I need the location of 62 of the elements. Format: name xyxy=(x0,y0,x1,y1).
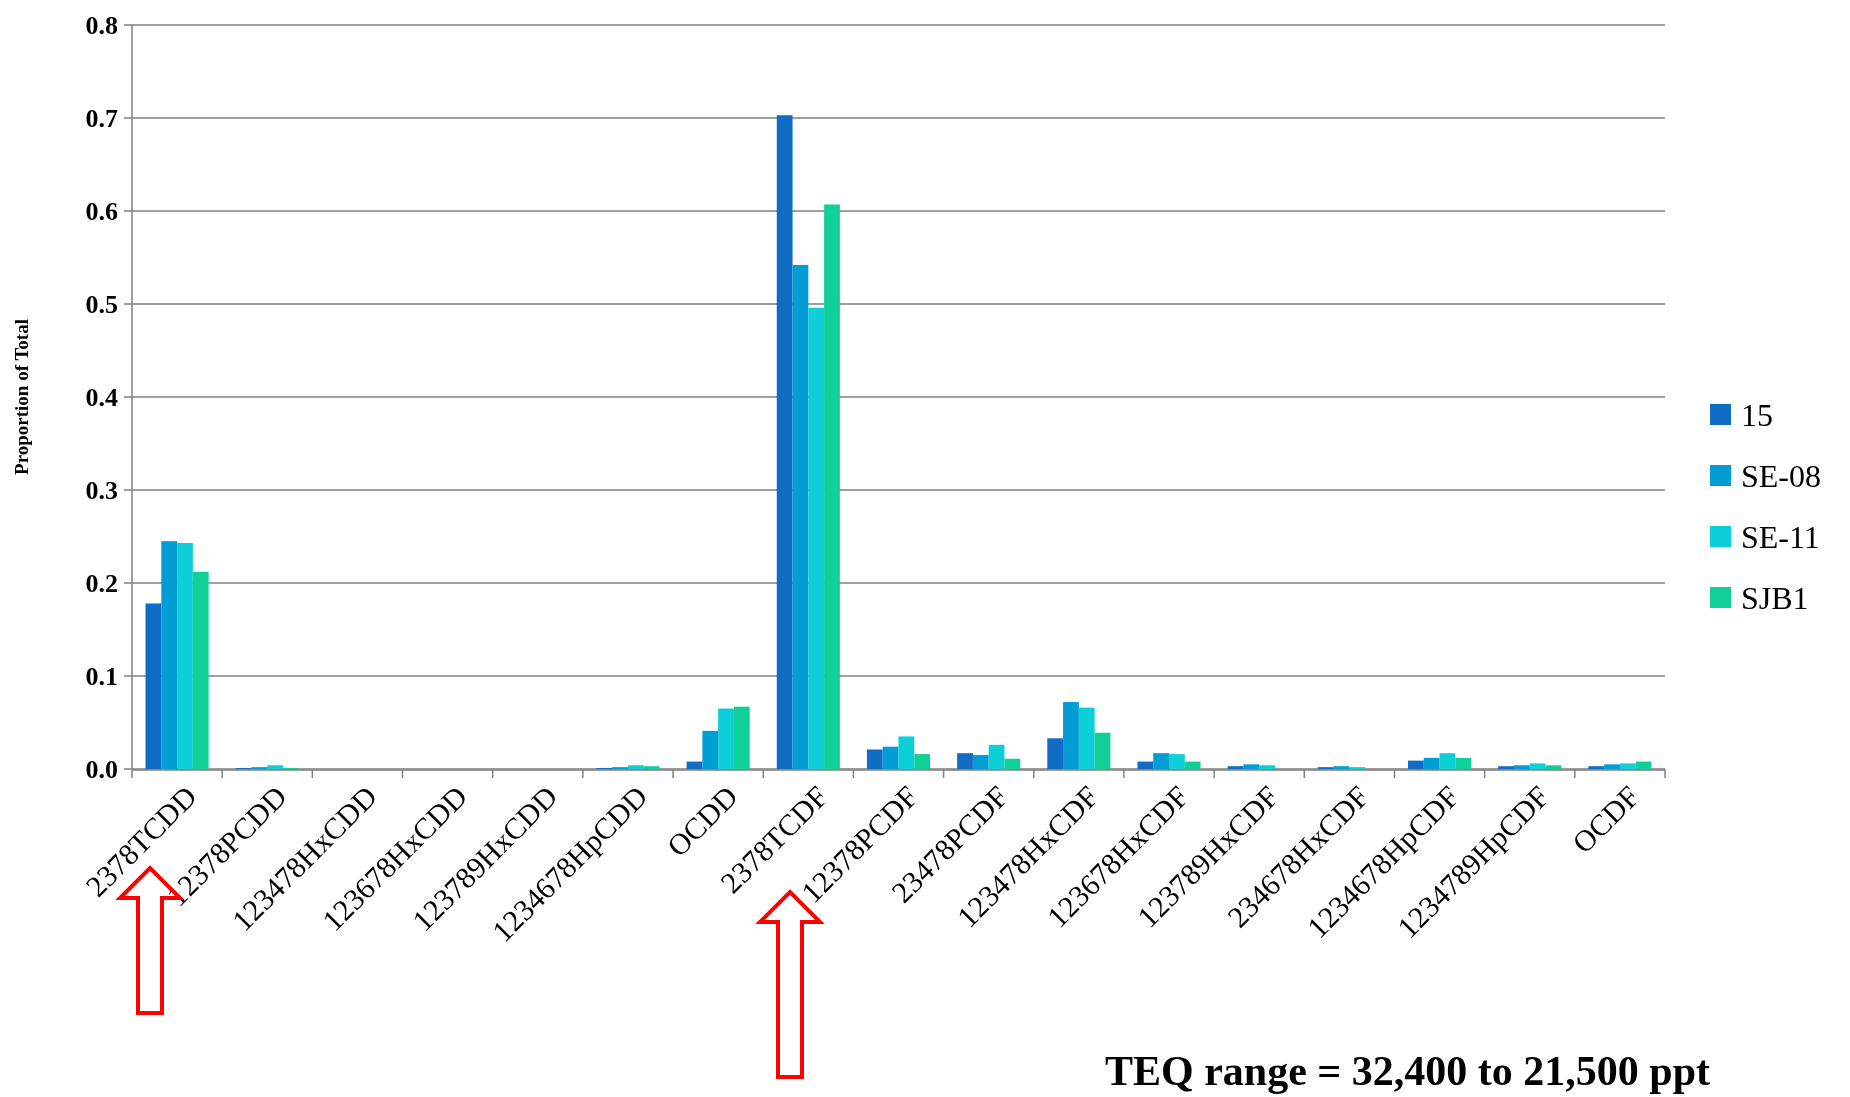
bar xyxy=(776,115,793,769)
bar xyxy=(866,749,883,769)
bar xyxy=(972,755,989,769)
bar xyxy=(1227,766,1244,769)
bar xyxy=(686,761,703,769)
bar xyxy=(718,708,734,769)
bar xyxy=(161,541,178,769)
bar xyxy=(1004,758,1021,769)
bar xyxy=(792,264,809,769)
bar xyxy=(1184,761,1201,769)
bar xyxy=(1619,763,1636,769)
bar xyxy=(1604,764,1620,769)
legend-label: SE-11 xyxy=(1741,519,1820,556)
bar xyxy=(898,736,915,769)
bar xyxy=(1259,765,1275,769)
bar xyxy=(1063,702,1079,769)
bar xyxy=(1423,757,1440,769)
bar xyxy=(1635,761,1652,769)
bar xyxy=(1333,766,1350,769)
bar xyxy=(1529,763,1546,769)
y-tick-label: 0.0 xyxy=(85,755,118,785)
bar xyxy=(145,603,162,769)
bar xyxy=(1545,765,1562,769)
bar xyxy=(1078,707,1095,769)
bar xyxy=(1094,732,1111,769)
legend-label: 15 xyxy=(1741,397,1773,434)
y-tick-label: 0.3 xyxy=(85,476,118,506)
bar xyxy=(267,765,284,769)
text: TEQ range = 32,400 to 21,500 ppt xyxy=(1105,1048,1710,1094)
bar xyxy=(1513,765,1530,769)
bar xyxy=(882,746,899,769)
y-tick-label: 0.1 xyxy=(85,662,118,692)
bar xyxy=(808,307,825,769)
bar xyxy=(1243,764,1260,769)
bar xyxy=(643,766,660,769)
bar xyxy=(957,753,973,769)
bar xyxy=(177,543,193,769)
bar xyxy=(733,706,750,769)
bar xyxy=(1455,757,1472,769)
y-tick-label: 0.7 xyxy=(85,104,118,134)
y-tick-label: 0.5 xyxy=(85,290,118,320)
bar xyxy=(1498,766,1514,769)
legend-label: SE-08 xyxy=(1741,458,1821,495)
y-tick-label: 0.6 xyxy=(85,197,118,227)
bar xyxy=(192,571,209,769)
bar xyxy=(988,744,1005,769)
bar xyxy=(1047,738,1064,769)
y-tick-label: 0.2 xyxy=(85,569,118,599)
bar xyxy=(702,730,719,769)
y-tick-label: 0.8 xyxy=(85,11,118,41)
bar xyxy=(1588,766,1605,769)
bar xyxy=(627,765,644,769)
bar xyxy=(1137,761,1154,769)
y-tick-label: 0.4 xyxy=(85,383,118,413)
bar xyxy=(824,204,840,769)
bar xyxy=(914,754,931,769)
bar xyxy=(1153,753,1170,769)
bar xyxy=(1439,753,1456,769)
legend-label: SJB1 xyxy=(1741,580,1809,617)
bar xyxy=(1408,760,1424,769)
bar xyxy=(1169,754,1185,769)
y-axis-title: Proportion of Total xyxy=(11,319,32,475)
